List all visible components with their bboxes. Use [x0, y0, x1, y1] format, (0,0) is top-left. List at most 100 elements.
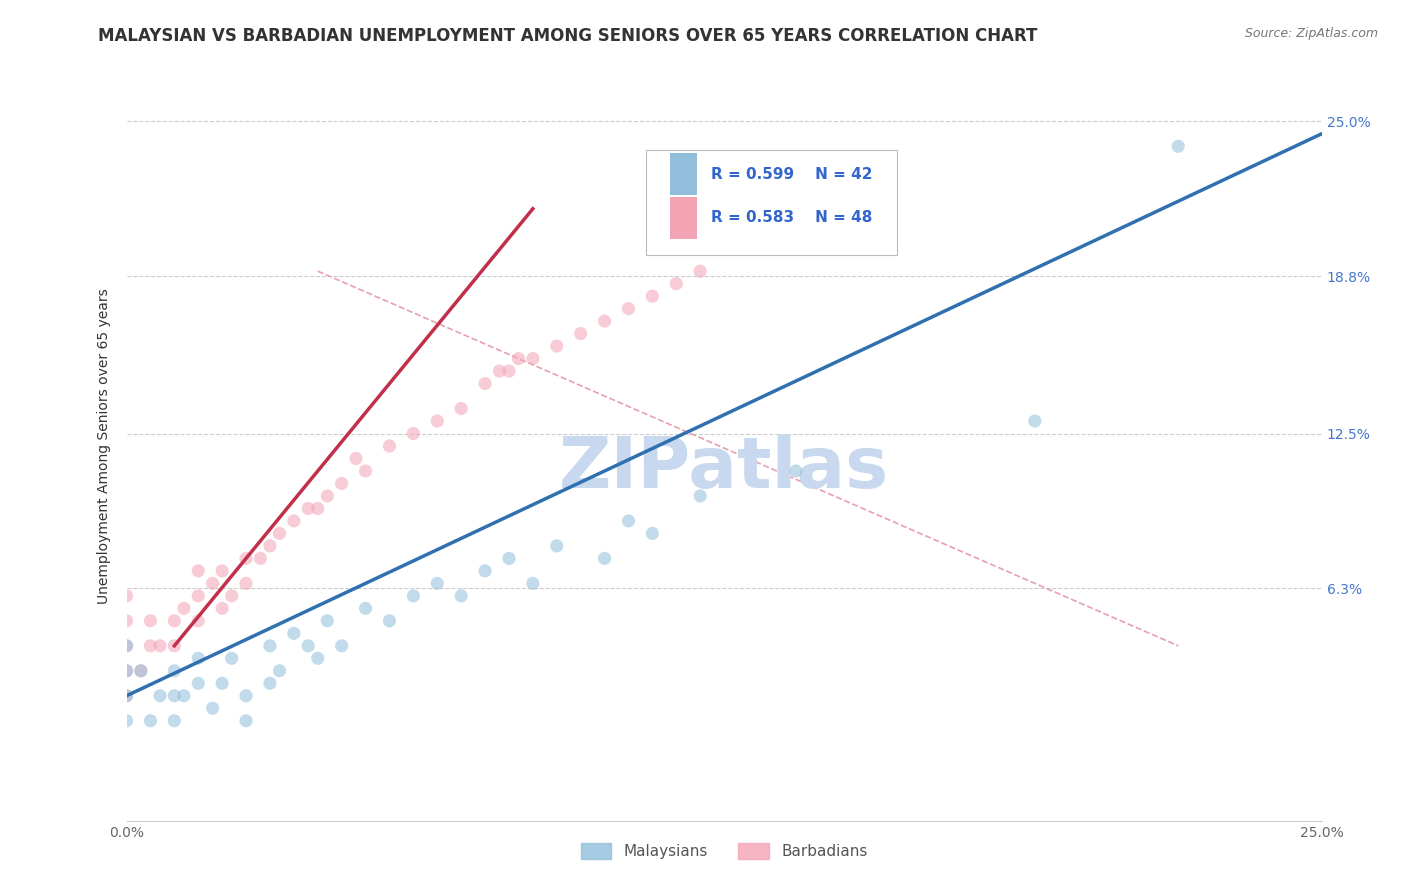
Point: [316, 489, 339, 503]
Y-axis label: Unemployment Among Seniors over 65 years: Unemployment Among Seniors over 65 years: [97, 288, 111, 604]
Point: [201, 701, 224, 715]
Point: [344, 451, 367, 466]
FancyBboxPatch shape: [671, 153, 696, 194]
Point: [187, 676, 209, 690]
Point: [115, 689, 138, 703]
Point: [378, 439, 401, 453]
Point: [211, 676, 233, 690]
Point: [785, 464, 807, 478]
Point: [307, 501, 329, 516]
Point: [235, 576, 257, 591]
Point: [139, 639, 162, 653]
Point: [149, 639, 172, 653]
Point: [211, 564, 233, 578]
Point: [689, 489, 711, 503]
Point: [283, 626, 305, 640]
Point: [546, 339, 568, 353]
Point: [173, 601, 195, 615]
Point: [235, 551, 257, 566]
Point: [330, 639, 353, 653]
Point: [1024, 414, 1046, 428]
Point: [129, 664, 152, 678]
Text: MALAYSIAN VS BARBADIAN UNEMPLOYMENT AMONG SENIORS OVER 65 YEARS CORRELATION CHAR: MALAYSIAN VS BARBADIAN UNEMPLOYMENT AMON…: [98, 27, 1038, 45]
Point: [149, 689, 172, 703]
Point: [474, 376, 496, 391]
Point: [173, 689, 195, 703]
Text: R = 0.583    N = 48: R = 0.583 N = 48: [711, 211, 872, 226]
Point: [163, 614, 186, 628]
Point: [259, 639, 281, 653]
Point: [221, 651, 243, 665]
Point: [187, 614, 209, 628]
Point: [139, 714, 162, 728]
Point: [378, 614, 401, 628]
Point: [354, 601, 377, 615]
Point: [235, 714, 257, 728]
Point: [617, 514, 640, 528]
Point: [1167, 139, 1189, 153]
Point: [115, 639, 138, 653]
Point: [259, 676, 281, 690]
Point: [307, 651, 329, 665]
Point: [139, 614, 162, 628]
Point: [269, 526, 291, 541]
Point: [569, 326, 592, 341]
Point: [474, 564, 496, 578]
Point: [426, 414, 449, 428]
Point: [115, 589, 138, 603]
Point: [269, 664, 291, 678]
Point: [593, 551, 616, 566]
Point: [641, 526, 664, 541]
Point: [115, 614, 138, 628]
Point: [508, 351, 530, 366]
Point: [163, 714, 186, 728]
Point: [187, 564, 209, 578]
Point: [163, 689, 186, 703]
Point: [187, 589, 209, 603]
Point: [522, 576, 544, 591]
Point: [163, 664, 186, 678]
Point: [259, 539, 281, 553]
Text: Source: ZipAtlas.com: Source: ZipAtlas.com: [1244, 27, 1378, 40]
Point: [450, 401, 472, 416]
Point: [201, 576, 224, 591]
Point: [163, 639, 186, 653]
Point: [665, 277, 688, 291]
Point: [297, 639, 319, 653]
Point: [498, 551, 520, 566]
Point: [593, 314, 616, 328]
Point: [354, 464, 377, 478]
Point: [115, 664, 138, 678]
Point: [235, 689, 257, 703]
Point: [129, 664, 152, 678]
Text: R = 0.599    N = 42: R = 0.599 N = 42: [711, 167, 873, 182]
FancyBboxPatch shape: [671, 197, 696, 238]
Point: [498, 364, 520, 378]
Point: [187, 651, 209, 665]
Legend: Malaysians, Barbadians: Malaysians, Barbadians: [575, 838, 873, 865]
Point: [249, 551, 271, 566]
Point: [115, 714, 138, 728]
Point: [488, 364, 510, 378]
Point: [330, 476, 353, 491]
Point: [737, 239, 759, 253]
Point: [689, 264, 711, 278]
Point: [450, 589, 472, 603]
Point: [297, 501, 319, 516]
Point: [402, 589, 425, 603]
Point: [641, 289, 664, 303]
Point: [617, 301, 640, 316]
Point: [115, 689, 138, 703]
Point: [115, 639, 138, 653]
Point: [522, 351, 544, 366]
FancyBboxPatch shape: [647, 150, 897, 255]
Text: ZIPatlas: ZIPatlas: [560, 434, 889, 503]
Point: [221, 589, 243, 603]
Point: [211, 601, 233, 615]
Point: [316, 614, 339, 628]
Point: [283, 514, 305, 528]
Point: [546, 539, 568, 553]
Point: [426, 576, 449, 591]
Point: [115, 664, 138, 678]
Point: [402, 426, 425, 441]
